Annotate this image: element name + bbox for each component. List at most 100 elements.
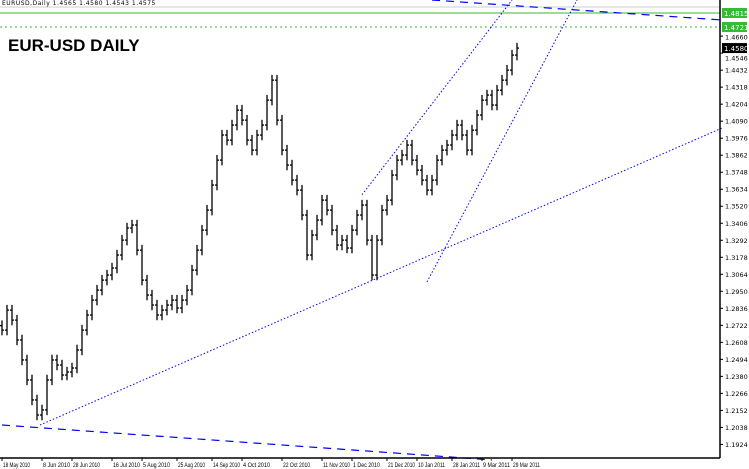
ohlc-bar (465, 129, 469, 156)
ohlc-bar (255, 129, 259, 156)
ohlc-bar (125, 222, 129, 246)
ohlc-bar (485, 89, 489, 106)
ohlc-bar (40, 404, 44, 421)
ohlc-bar (180, 294, 184, 314)
ohlc-bar (110, 262, 114, 281)
ohlc-bar (175, 294, 179, 314)
ohlc-bar (425, 174, 429, 196)
x-tick-label: 10 Jan 2011 (418, 463, 446, 469)
chart-title: EUR-USD DAILY (8, 36, 140, 55)
y-tick-label: 1.2152 (725, 407, 748, 415)
ohlc-bar (230, 119, 234, 146)
ohlc-bar (295, 174, 299, 196)
ohlc-bar (260, 119, 264, 141)
x-tick-label: 28 Jan 2011 (453, 463, 481, 469)
ohlc-bar (470, 124, 474, 156)
ohlc-bar (30, 374, 34, 406)
ohlc-bar (45, 374, 49, 416)
ohlc-bar (60, 359, 64, 381)
ohlc-bar (410, 139, 414, 166)
ohlc-bar (415, 154, 419, 176)
trendline (431, 0, 723, 21)
ohlc-bar (200, 224, 204, 256)
ohlc-bar (250, 134, 254, 156)
ohlc-bar (280, 114, 284, 156)
ohlc-bar (55, 354, 59, 371)
y-tick-label: 1.3748 (725, 169, 748, 177)
ohlc-bar (500, 74, 504, 96)
x-tick-label: 8 Jun 2010 (43, 463, 71, 469)
ohlc-bar (225, 129, 229, 146)
x-tick-label: 22 Oct 2010 (283, 463, 311, 469)
ohlc-bar (265, 94, 269, 131)
ohlc-bar (35, 394, 39, 421)
ohlc-bar (140, 244, 144, 286)
ohlc-bar (365, 199, 369, 246)
ohlc-bar (15, 314, 19, 346)
x-tick-label: 16 Jul 2010 (113, 463, 141, 469)
ohlc-bar (405, 139, 409, 161)
y-tick-label: 1.4318 (725, 84, 748, 92)
ohlc-bar (435, 154, 439, 186)
ohlc-bar (315, 214, 319, 241)
ohlc-bar (390, 169, 394, 206)
ohlc-bar (115, 249, 119, 274)
y-tick-label: 1.3064 (725, 271, 748, 279)
ohlc-bar (235, 104, 239, 131)
ohlc-bar (330, 204, 334, 236)
ohlc-bar (420, 164, 424, 186)
ohlc-bar (370, 234, 374, 281)
ohlc-bar (310, 229, 314, 261)
ohlc-bar (495, 84, 499, 111)
x-tick-label: 18 May 2010 (3, 463, 31, 469)
x-tick-label: 29 Mar 2011 (513, 463, 541, 469)
ohlc-bar (505, 64, 509, 86)
ohlc-bar (305, 209, 309, 261)
ohlc-bar (75, 344, 79, 374)
ohlc-bar (100, 274, 104, 296)
ohlc-bar (460, 119, 464, 141)
x-tick-label: 1 Dec 2010 (353, 463, 381, 469)
ohlc-bar (210, 179, 214, 216)
y-tick-label: 1.3292 (725, 237, 748, 245)
y-tick-label: 1.2722 (725, 322, 748, 330)
y-tick-label: 1.2950 (725, 288, 748, 296)
trendline (1, 424, 493, 461)
ohlc-bar (440, 144, 444, 166)
y-tick-label: 1.2836 (725, 305, 748, 313)
y-tick-label: 1.2266 (725, 390, 748, 398)
ohlc-bar (130, 219, 134, 234)
ohlc-bar (350, 224, 354, 254)
ohlc-bar (220, 129, 224, 166)
current-price-tag (722, 43, 747, 54)
ohlc-bar (25, 354, 29, 386)
price-level-tag (722, 22, 747, 33)
ohlc-bar (105, 269, 109, 286)
ohlc-bar (215, 154, 219, 191)
ohlc-bar (400, 149, 404, 166)
y-tick-label: 1.4204 (725, 101, 748, 109)
price-level-label: 1.4815 (724, 10, 749, 18)
ohlc-bar (510, 49, 514, 76)
y-tick-label: 1.3634 (725, 186, 748, 194)
ohlc-bar (90, 294, 94, 321)
ohlc-bar (245, 114, 249, 146)
x-tick-label: 11 Nov 2010 (323, 463, 351, 469)
ohlc-bar (120, 234, 124, 261)
ohlc-bar (195, 244, 199, 276)
ohlc-bar (50, 354, 54, 386)
x-tick-label: 9 Mar 2011 (483, 463, 511, 469)
ohlc-bar (5, 304, 9, 336)
ohlc-bar (385, 194, 389, 216)
ohlc-bar (490, 89, 494, 111)
trendline (39, 127, 723, 426)
ohlc-bar (70, 362, 74, 378)
ohlc-bar (165, 299, 169, 316)
ohlc-bar (80, 324, 84, 356)
ohlc-bar (455, 119, 459, 141)
ohlc-bar (515, 42, 519, 61)
ohlc-bar (345, 234, 349, 254)
ohlc-bar (145, 274, 149, 301)
ohlc-bar (160, 304, 164, 321)
ohlc-bar (445, 139, 449, 156)
